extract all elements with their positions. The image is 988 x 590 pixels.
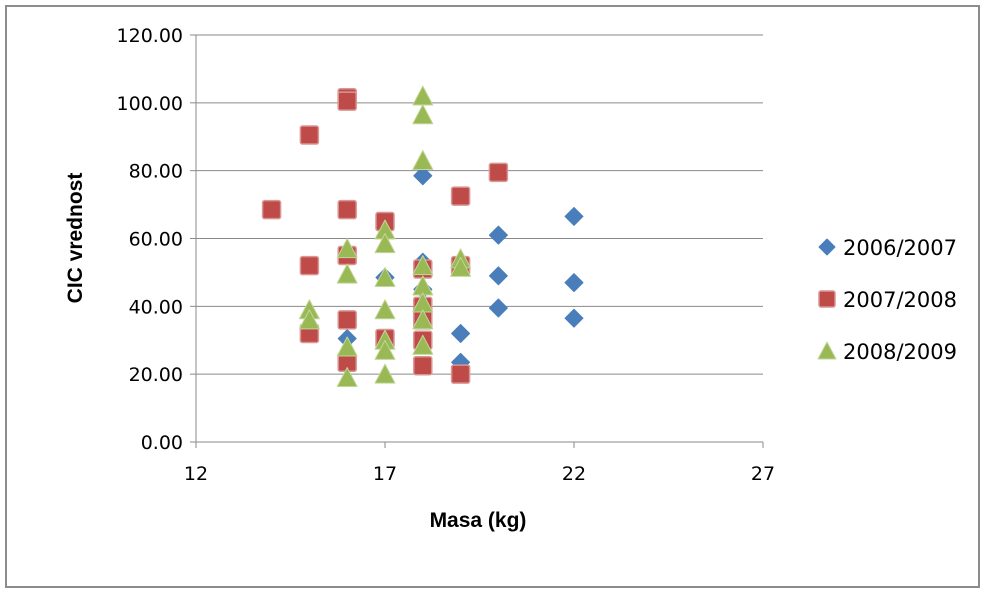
data-point <box>374 299 396 320</box>
data-point <box>374 267 396 288</box>
y-tick-label: 60.00 <box>129 229 183 251</box>
axes <box>190 34 764 448</box>
x-tick-label: 27 <box>751 463 775 485</box>
tick-labels: 0.00 20.00 40.00 60.00 80.00 100.00 120.00 12 17… <box>117 25 776 485</box>
y-tick-label: 80.00 <box>129 161 183 183</box>
data-point <box>412 85 434 106</box>
data-points <box>261 85 584 388</box>
legend-marker <box>818 238 836 256</box>
data-point <box>488 266 508 286</box>
data-point <box>488 162 509 183</box>
data-point <box>412 309 434 330</box>
data-point <box>412 275 434 296</box>
gridlines <box>196 34 763 375</box>
data-point <box>564 273 584 293</box>
data-point <box>337 199 357 220</box>
data-point <box>450 256 472 277</box>
data-point <box>413 355 433 376</box>
x-tick-label: 12 <box>184 463 208 485</box>
legend-label: 2007/2008 <box>843 288 957 312</box>
data-point <box>336 238 358 259</box>
data-point <box>488 298 508 318</box>
x-tick-label: 22 <box>562 463 586 485</box>
legend-label: 2006/2007 <box>843 236 957 260</box>
legend-marker <box>817 341 837 360</box>
data-point <box>412 255 434 276</box>
data-point <box>336 367 358 388</box>
data-point <box>564 308 584 328</box>
data-point <box>451 323 471 343</box>
y-tick-label: 0.00 <box>141 432 183 454</box>
series-2008-2009 <box>298 85 472 388</box>
y-tick-label: 40.00 <box>129 296 183 318</box>
data-point <box>261 199 282 220</box>
chart-frame <box>5 5 980 588</box>
data-point <box>450 186 471 206</box>
data-point <box>412 149 434 170</box>
data-point <box>299 125 320 145</box>
data-point <box>450 364 471 384</box>
data-point <box>488 225 508 245</box>
x-axis-title: Masa (kg) <box>430 509 527 532</box>
y-axis-title: CIC vrednost <box>64 173 87 304</box>
data-point <box>336 336 358 357</box>
data-point <box>564 206 584 226</box>
legend: 2006/2007 2007/2008 2008/2009 <box>817 236 957 364</box>
x-tick-label: 17 <box>373 463 397 485</box>
y-tick-label: 20.00 <box>129 364 183 386</box>
y-tick-label: 100.00 <box>117 93 183 115</box>
data-point <box>412 104 434 125</box>
data-point <box>413 166 433 186</box>
data-point <box>374 233 396 254</box>
data-point <box>336 263 358 284</box>
data-point <box>299 255 320 276</box>
y-tick-label: 120.00 <box>117 25 183 47</box>
legend-label: 2008/2009 <box>843 340 957 364</box>
data-point <box>374 363 396 384</box>
data-point <box>337 91 357 111</box>
data-point <box>374 339 396 360</box>
data-point <box>337 310 357 330</box>
data-point <box>412 334 434 355</box>
legend-marker <box>818 290 836 308</box>
data-point <box>298 309 320 330</box>
